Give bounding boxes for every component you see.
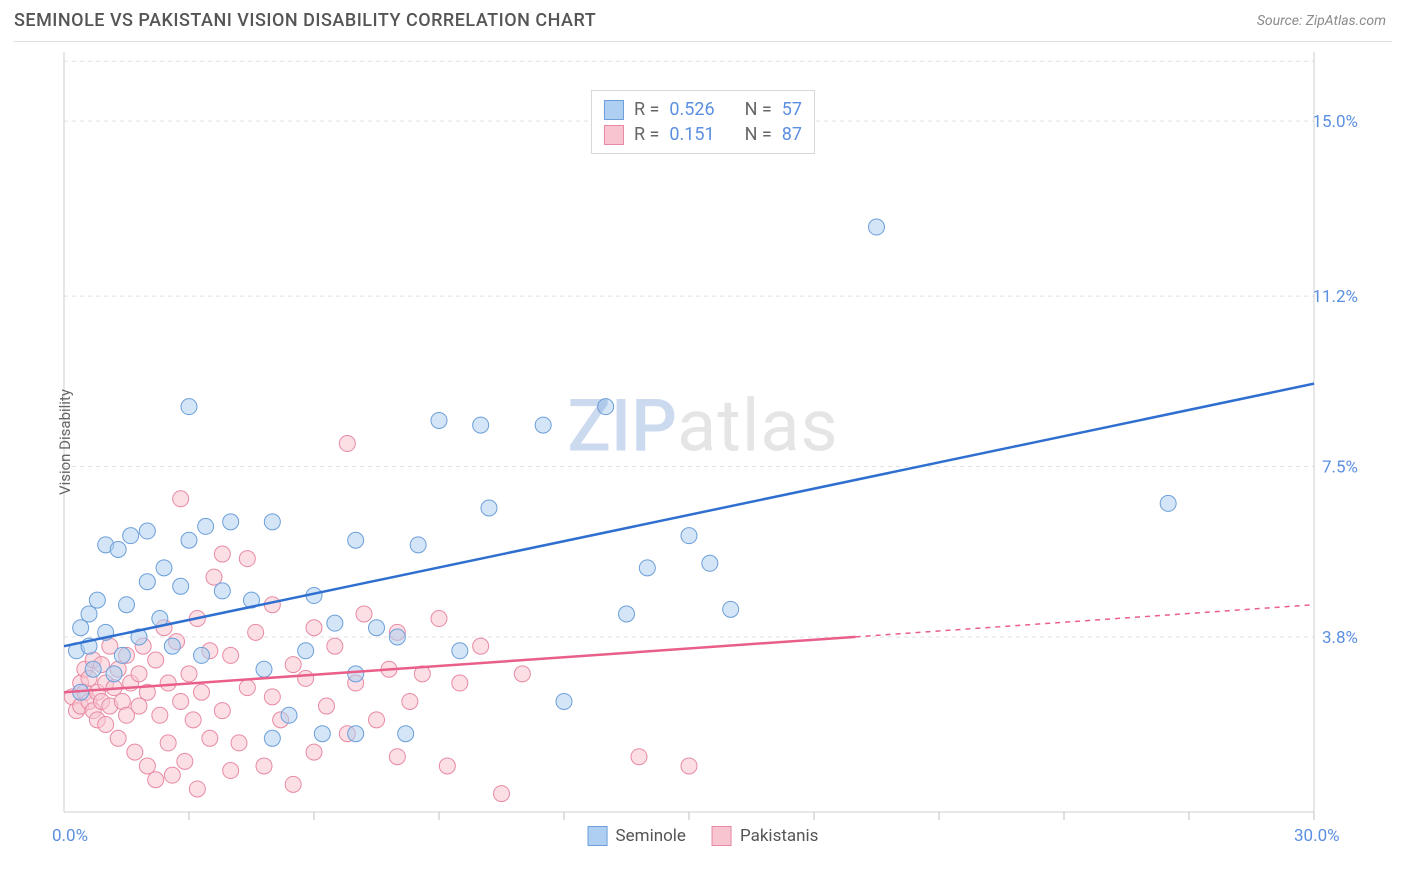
svg-text:7.5%: 7.5% [1322, 458, 1358, 478]
swatch-b [604, 125, 624, 145]
source-label: Source: ZipAtlas.com [1257, 13, 1386, 29]
svg-text:15.0%: 15.0% [1312, 112, 1358, 132]
stats-row-a: R = 0.526 N = 57 [604, 97, 802, 122]
legend-item-b: Pakistanis [712, 826, 819, 846]
legend-item-a: Seminole [588, 826, 686, 846]
r-label-a: R = [634, 99, 659, 120]
r-value-b: 0.151 [669, 124, 714, 145]
scatter-plot: 3.8% 7.5% 11.2% 15.0% [14, 42, 1364, 842]
stats-legend: R = 0.526 N = 57 R = 0.151 N = 87 [591, 90, 815, 154]
n-value-a: 57 [782, 99, 802, 120]
stats-row-b: R = 0.151 N = 87 [604, 122, 802, 147]
n-value-b: 87 [782, 124, 802, 145]
x-max-label: 30.0% [1294, 826, 1340, 846]
n-label-b: N = [745, 124, 772, 145]
y-axis-label: Vision Disability [56, 389, 74, 495]
swatch-a [604, 100, 624, 120]
series-legend: Seminole Pakistanis [588, 826, 819, 846]
svg-text:3.8%: 3.8% [1322, 628, 1358, 648]
legend-swatch-b [712, 826, 732, 846]
r-label-b: R = [634, 124, 659, 145]
r-value-a: 0.526 [669, 99, 714, 120]
svg-text:11.2%: 11.2% [1312, 287, 1358, 307]
legend-label-a: Seminole [616, 826, 686, 846]
n-label-a: N = [745, 99, 772, 120]
chart-area: Vision Disability 3.8%7.5%11.2%15.0% ZIP… [14, 41, 1392, 842]
x-origin-label: 0.0% [52, 826, 88, 846]
chart-title: SEMINOLE VS PAKISTANI VISION DISABILITY … [14, 10, 596, 31]
legend-label-b: Pakistanis [740, 826, 819, 846]
legend-swatch-a [588, 826, 608, 846]
